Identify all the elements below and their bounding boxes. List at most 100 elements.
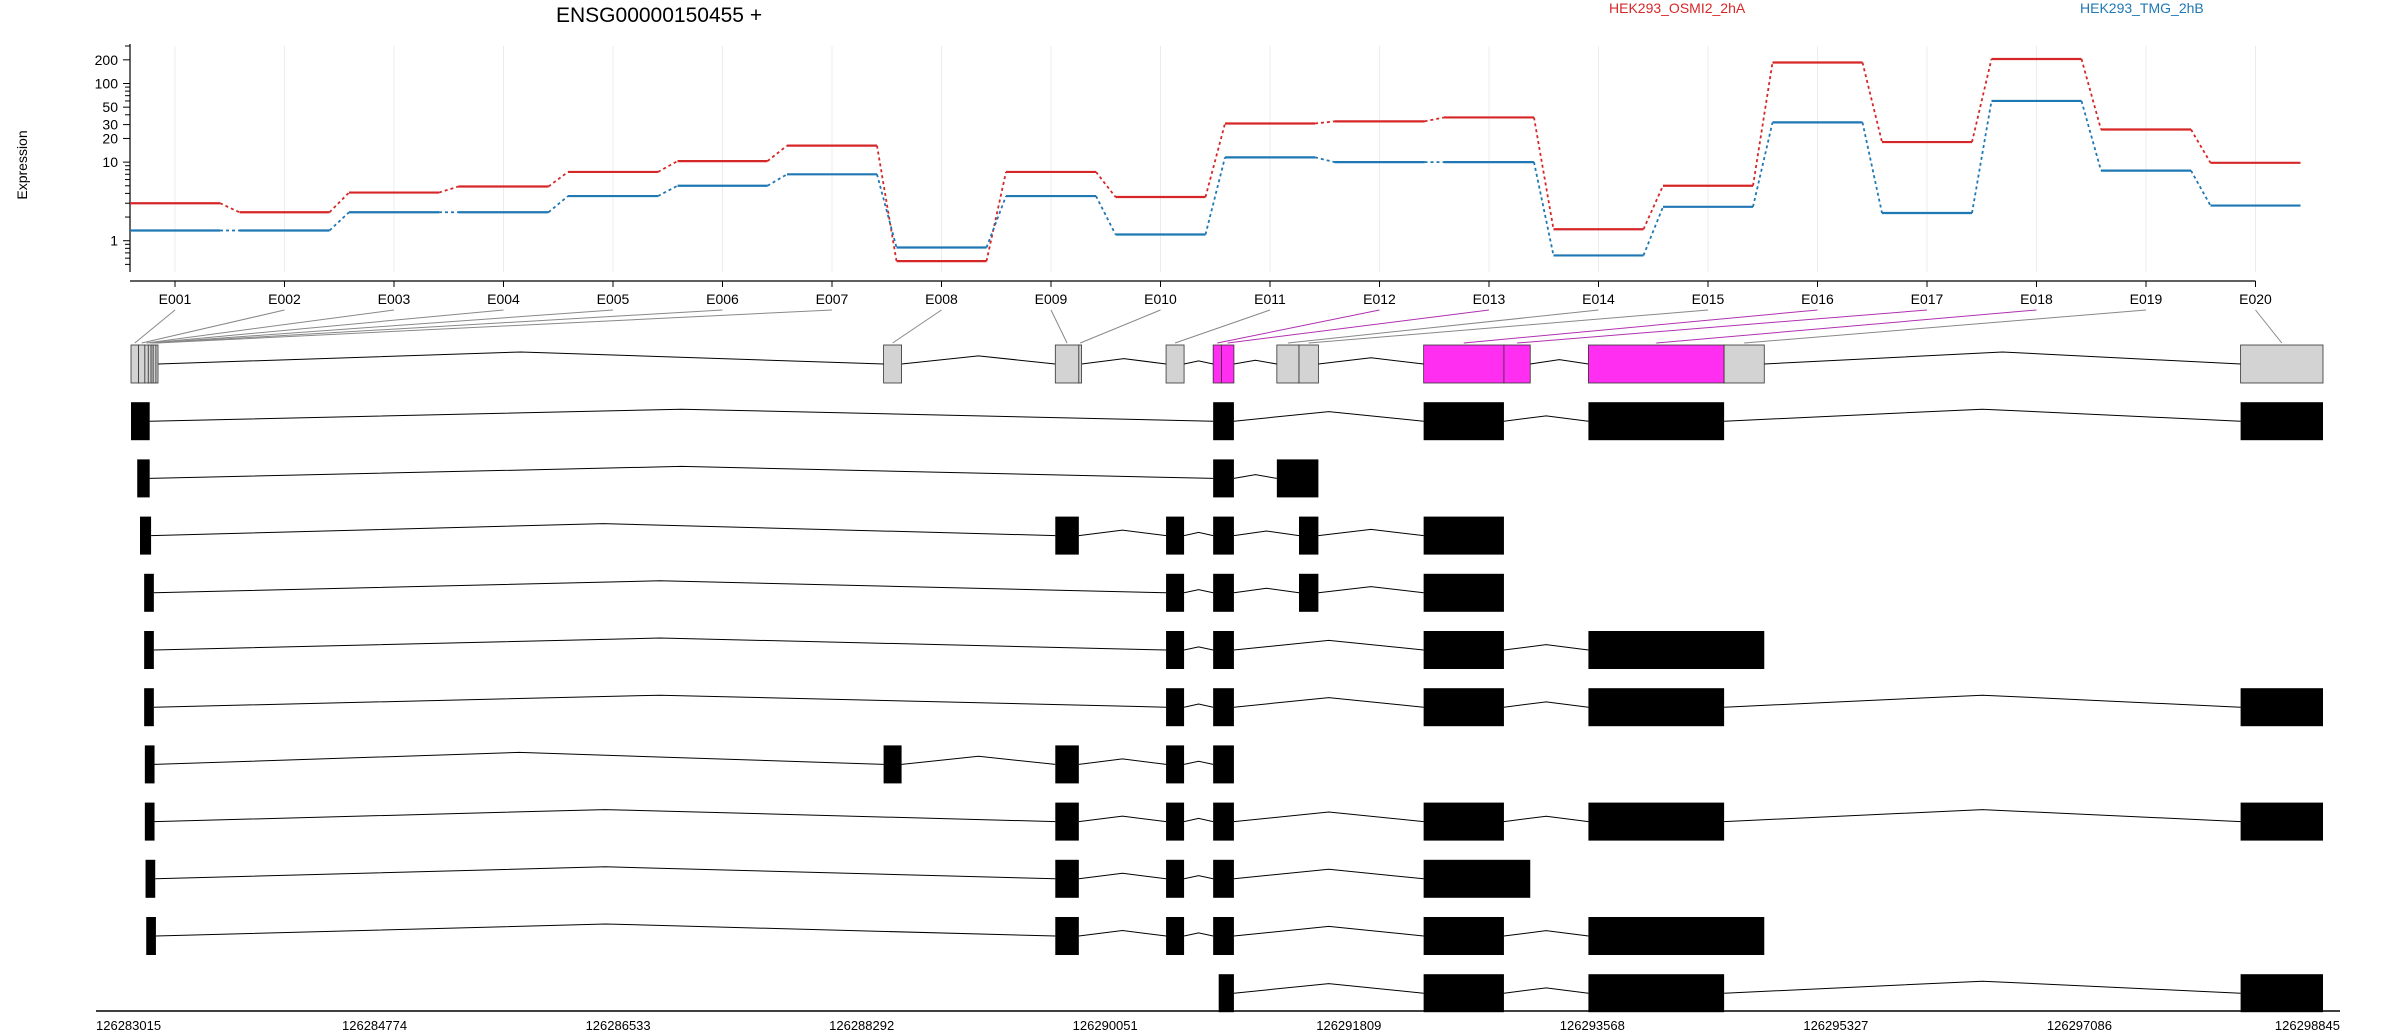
series-connector xyxy=(1642,185,1664,230)
transcript-row xyxy=(1218,974,2323,1013)
y-tick-label: 100 xyxy=(95,76,119,92)
transcript-exon xyxy=(137,459,150,498)
series-connector xyxy=(328,211,350,232)
transcript-row xyxy=(144,688,2323,727)
series-connector xyxy=(1642,206,1664,256)
coord-tick-label: 126286533 xyxy=(586,1018,651,1030)
intron-line xyxy=(901,755,1056,765)
transcript-exon xyxy=(1423,917,1504,955)
x-tick-label: E012 xyxy=(1363,291,1396,307)
transcript-exon xyxy=(1213,802,1234,841)
transcript-exon xyxy=(1213,459,1234,498)
exon-box xyxy=(130,344,140,384)
x-tick-label: E004 xyxy=(487,291,520,307)
series-connector xyxy=(1533,161,1555,256)
transcript-row xyxy=(131,402,2323,441)
transcript-exon xyxy=(131,402,150,441)
transcript-exon xyxy=(1588,917,1765,955)
intron-line xyxy=(1724,980,2241,994)
x-tick-label: E016 xyxy=(1801,291,1834,307)
intron-line xyxy=(1183,932,1214,937)
transcript-exon xyxy=(1588,688,1725,727)
exon-connector xyxy=(146,309,395,344)
x-tick-label: E015 xyxy=(1692,291,1725,307)
intron-line xyxy=(1724,408,2241,422)
series-connector xyxy=(1861,122,1883,214)
coord-tick-label: 126290051 xyxy=(1073,1018,1138,1030)
exon-connector xyxy=(1308,309,1709,344)
transcript-exon xyxy=(1166,516,1185,555)
transcript-exon xyxy=(1166,631,1185,669)
x-tick-label: E010 xyxy=(1144,291,1177,307)
exon-box xyxy=(883,344,902,384)
series-connector xyxy=(1971,100,1993,214)
y-tick-label: 10 xyxy=(102,154,118,170)
series-connector xyxy=(2190,129,2212,164)
series-connector xyxy=(1314,156,1335,163)
intron-line xyxy=(149,465,1214,479)
intron-line xyxy=(151,523,1056,537)
intron-line xyxy=(153,580,1167,594)
exon-connector xyxy=(1050,309,1068,344)
exon-box xyxy=(1298,344,1319,384)
x-tick-label: E013 xyxy=(1473,291,1506,307)
transcript-exon xyxy=(1166,745,1185,784)
x-tick-label: E008 xyxy=(925,291,958,307)
x-tick-label: E001 xyxy=(159,291,192,307)
y-tick-label: 200 xyxy=(95,52,119,68)
y-tick-label: 50 xyxy=(102,99,118,115)
intron-line xyxy=(1233,983,1424,994)
series-connector xyxy=(876,174,898,248)
legend-series-2: HEK293_TMG_2hB xyxy=(2080,0,2204,16)
exon-box xyxy=(1588,344,1725,384)
transcript-exon xyxy=(1423,802,1504,841)
series-connector xyxy=(1095,195,1117,235)
transcript-exon xyxy=(1423,974,1504,1013)
exon-box xyxy=(138,344,146,384)
series-connector xyxy=(547,171,569,188)
x-tick-label: E002 xyxy=(268,291,301,307)
transcript-exon xyxy=(1423,402,1504,441)
x-tick-label: E014 xyxy=(1582,291,1615,307)
transcript-exon xyxy=(1218,974,1234,1013)
intron-line xyxy=(1503,930,1589,937)
intron-line xyxy=(1724,694,2241,708)
series-connector xyxy=(1533,117,1555,230)
intron-line xyxy=(1233,811,1424,823)
x-tick-label: E019 xyxy=(2130,291,2163,307)
transcript-exon xyxy=(1299,573,1319,612)
transcript-exon xyxy=(1423,859,1531,898)
y-axis-label: Expression xyxy=(14,130,30,199)
transcript-row xyxy=(144,631,1765,669)
exon-connector xyxy=(1517,309,1928,344)
x-tick-label: E011 xyxy=(1254,291,1286,307)
intron-line xyxy=(1318,586,1424,594)
series-connector xyxy=(547,195,569,213)
intron-line xyxy=(1764,351,2241,365)
intron-line xyxy=(1078,872,1167,880)
transcript-exon xyxy=(1588,631,1765,669)
series-connector xyxy=(1424,116,1445,123)
x-tick-label: E009 xyxy=(1035,291,1068,307)
series-connector xyxy=(1861,62,1883,143)
transcript-exon xyxy=(2240,974,2323,1013)
transcript-row xyxy=(144,573,1504,612)
transcript-exon xyxy=(1055,745,1079,784)
transcript-exon xyxy=(1213,688,1234,727)
transcript-exon xyxy=(1166,688,1185,727)
series-connector xyxy=(876,145,898,262)
coord-tick-label: 126283015 xyxy=(96,1018,161,1030)
intron-line xyxy=(1503,815,1589,823)
intron-line xyxy=(153,637,1167,651)
transcript-row xyxy=(145,859,1531,898)
transcript-exon xyxy=(1055,859,1079,898)
intron-line xyxy=(1503,987,1589,994)
transcript-exon xyxy=(1213,917,1234,955)
x-tick-label: E005 xyxy=(597,291,630,307)
exon-connector xyxy=(1656,309,2037,344)
transcript-exon xyxy=(1213,631,1234,669)
transcript-exon xyxy=(1276,459,1319,498)
exon-connector xyxy=(152,309,614,344)
transcript-exon xyxy=(883,745,902,784)
